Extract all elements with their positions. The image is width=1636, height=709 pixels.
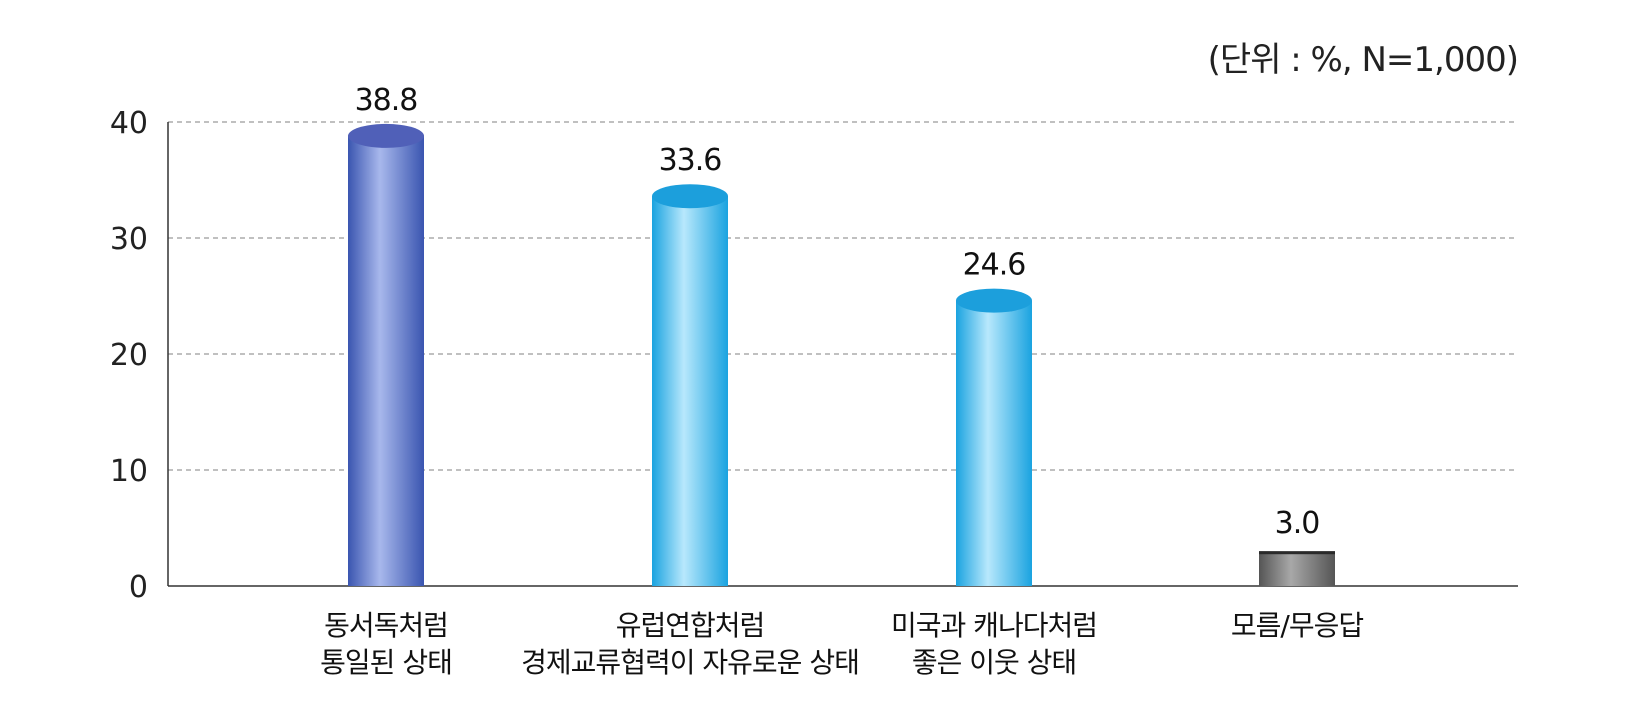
value-label-0: 38.8 (355, 83, 418, 118)
bar-cap-2 (956, 288, 1032, 313)
category-label-1-line-1: 경제교류협력이 자유로운 상태 (521, 646, 859, 679)
category-label-2-line-0: 미국과 캐나다처럼 (891, 609, 1097, 642)
y-tick-label-30: 30 (110, 222, 148, 257)
category-label-3-line-0: 모름/무응답 (1231, 609, 1363, 642)
category-label-2-line-1: 좋은 이웃 상태 (912, 646, 1076, 679)
bar-layer (348, 123, 1335, 587)
bar-cap-0 (348, 123, 424, 148)
value-label-3: 3.0 (1275, 506, 1320, 541)
y-tick-label-40: 40 (110, 106, 148, 141)
value-label-1: 33.6 (659, 143, 722, 178)
axis-layer: 0 10 20 30 40 (110, 106, 1518, 605)
y-tick-label-20: 20 (110, 338, 148, 373)
category-label-0-line-1: 통일된 상태 (320, 646, 452, 679)
y-tick-label-10: 10 (110, 454, 148, 489)
category-label-3: 모름/무응답 (1231, 609, 1363, 642)
bar-top-3 (1259, 551, 1335, 555)
bar-cap-1 (652, 184, 728, 209)
unit-note: (단위 : %, N=1,000) (1208, 40, 1518, 80)
bar-body-0 (348, 135, 424, 587)
category-label-0-line-0: 동서독처럼 (324, 609, 448, 642)
bar-body-1 (652, 196, 728, 587)
bar-body-3 (1259, 551, 1335, 586)
category-label-1-line-0: 유럽연합처럼 (616, 609, 765, 642)
bar-body-2 (956, 300, 1032, 586)
bar-1 (652, 184, 728, 587)
bar-0 (348, 123, 424, 587)
value-label-2: 24.6 (963, 248, 1026, 283)
bar-2 (956, 288, 1032, 586)
y-tick-label-0: 0 (129, 570, 148, 605)
bar-3 (1259, 551, 1335, 586)
